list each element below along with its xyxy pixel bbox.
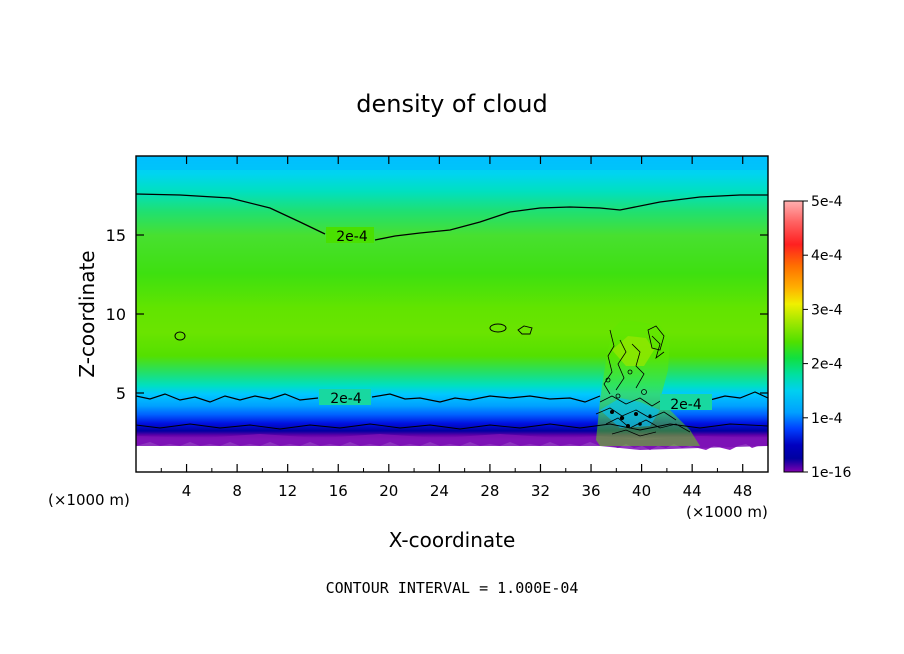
x-unit-label-right: (×1000 m) [686,503,768,521]
colorbar-label: 4e-4 [811,248,843,264]
x-unit-label-left: (×1000 m) [48,491,130,509]
contour-1e-4 [136,423,768,431]
colorbar-label: 1e-16 [811,465,851,481]
contour-label-bg [326,227,374,243]
colorbar-label: 1e-4 [811,411,843,427]
contour-label-bg [319,389,371,405]
contour-lower-2e-4 [136,391,768,403]
y-tick-label: 15 [106,226,126,245]
contour-label: 2e-4 [670,397,702,413]
contour-blob-mid [489,323,507,333]
contour-label: 2e-4 [336,229,368,245]
x-tick-label: 40 [632,482,651,500]
colorbar-labels: 5e-4 4e-4 3e-4 2e-4 1e-4 1e-16 [803,194,851,481]
x-tick-label: 44 [683,482,702,500]
colorbar-label: 5e-4 [811,194,843,210]
contour-blob-left [174,331,186,341]
x-tick-label: 8 [232,482,242,500]
x-axis-ticks: 4 8 12 16 20 24 28 32 36 40 44 48 [160,156,752,500]
y-axis-title: Z-coordinate [75,250,99,377]
colorbar-label: 2e-4 [811,357,843,373]
contour-label-group: 2e-4 2e-4 2e-4 [330,229,702,413]
contour-label-bg [660,394,712,410]
x-tick-label: 20 [379,482,398,500]
x-tick-label: 36 [581,482,600,500]
contour-upper-2e-4 [136,193,768,241]
plot-area [136,156,768,472]
plume-dense-marks [610,410,652,428]
y-axis-ticks: 5 10 15 [106,226,768,403]
x-tick-label: 12 [278,482,297,500]
upper-cyan-band [136,156,768,170]
x-tick-label: 4 [182,482,192,500]
y-tick-label: 5 [116,384,126,403]
y-tick-label: 10 [106,305,126,324]
plume-contours [595,325,691,437]
contour-blob-right [517,325,533,335]
colorbar [783,200,804,473]
x-axis-title: X-coordinate [389,528,516,552]
x-tick-label: 16 [329,482,348,500]
x-tick-label: 32 [531,482,550,500]
x-tick-label: 28 [480,482,499,500]
colorbar-label: 3e-4 [811,302,843,318]
chart-title: density of cloud [356,90,547,118]
x-tick-label: 48 [733,482,752,500]
contour-interval-note: CONTOUR INTERVAL = 1.000E-04 [326,579,579,597]
x-tick-label: 24 [430,482,449,500]
contour-label: 2e-4 [330,391,362,407]
